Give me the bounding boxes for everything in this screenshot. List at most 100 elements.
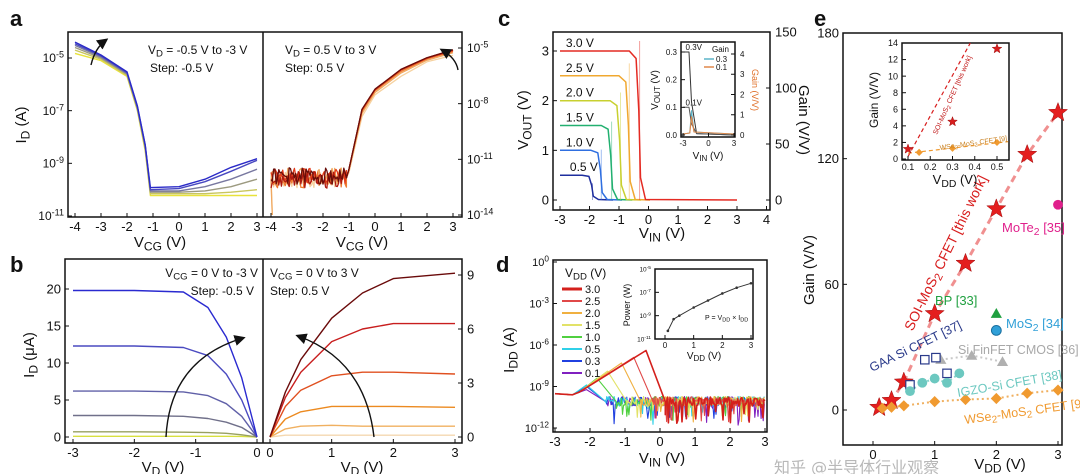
e-data-point <box>885 401 898 413</box>
e-data-point <box>1017 143 1038 164</box>
c-vout-curve <box>560 174 614 201</box>
b-left-y-tick-label: 15 <box>47 319 61 334</box>
c-inset-y-right-tick-label: 2 <box>740 90 745 99</box>
d-inset-x-tick-label: 1 <box>691 341 696 350</box>
c-inset-x-tick-label: -3 <box>679 139 687 148</box>
e-data-point <box>917 377 928 388</box>
e-inset-data-point <box>993 138 1001 147</box>
b-left-curve <box>73 414 258 438</box>
e-series-label: BP [33] <box>935 293 977 308</box>
e-data-point <box>1053 199 1063 210</box>
c-inset-ylabel: VOUT (V) <box>650 70 662 110</box>
e-data-point <box>954 368 965 379</box>
b-left-y-tick-label: 20 <box>47 282 61 297</box>
d-inset-power-point <box>672 317 675 321</box>
c-inset-y-right-tick-label: 1 <box>740 111 745 120</box>
e-data-point <box>990 392 1002 405</box>
d-y-tick-label: 10-6 <box>529 338 549 352</box>
c-inset-y-right-tick-label: 0 <box>740 131 745 140</box>
d-legend-label: 1.5 <box>585 320 600 332</box>
c-y-tick-label: 1 <box>542 143 549 158</box>
c-vdd-label: 0.5 V <box>570 160 598 174</box>
b-left-x-tick-label: 0 <box>253 445 260 460</box>
c-vdd-label: 3.0 V <box>566 36 594 50</box>
a-right-curve <box>270 49 454 185</box>
c-y-tick-label: 0 <box>542 193 549 208</box>
e-inset-frame <box>901 42 1010 161</box>
e-y-tick-label: 180 <box>817 26 839 41</box>
e-series-label: WSe2-MoS2 CFET [9] <box>963 396 1080 429</box>
e-inset-y-tick-label: 2 <box>893 138 898 148</box>
e-data-point <box>959 393 972 406</box>
e-inset-x-tick-label: 0.1 <box>902 162 915 172</box>
d-x-tick-label: -3 <box>549 434 561 449</box>
d-inset-x-tick-label: 0 <box>663 341 668 350</box>
b-right-arrow <box>295 333 375 438</box>
panel-e-frame <box>842 32 1063 446</box>
d-ylabel: IDD (A) <box>501 327 520 373</box>
b-right-curve <box>269 434 455 438</box>
d-inset-power-curve <box>667 282 752 332</box>
a-left-x-tick-label: -1 <box>147 219 159 234</box>
b-left-arrow <box>165 335 246 438</box>
e-inset-data-point <box>948 144 957 152</box>
e-inset-y-tick-label: 4 <box>893 121 898 131</box>
c-inset-xlabel: VIN (V) <box>693 151 724 163</box>
d-y-tick-label: 10-9 <box>529 379 549 393</box>
e-inset-x-tick-label: 0.3 <box>946 162 959 172</box>
c-vdd-label: 1.5 V <box>566 111 594 125</box>
a-right-curve <box>270 52 454 216</box>
b-left-curve <box>73 435 258 438</box>
d-legend-label: 2.5 <box>585 296 600 308</box>
b-right-curve <box>269 405 456 438</box>
d-x-tick-label: 0 <box>656 434 663 449</box>
b-left-x-tick-label: -1 <box>190 445 202 460</box>
e-inset-bg <box>902 43 1009 160</box>
a-right-y-tick-label: 10-14 <box>467 207 493 223</box>
a-left-y-tick-label: 10-9 <box>43 155 64 171</box>
a-right-x-tick-label: 0 <box>371 219 378 234</box>
b-right-x-tick-label: 2 <box>390 445 397 460</box>
d-x-tick-label: 1 <box>691 434 698 449</box>
c-inset-y-right-tick-label: 4 <box>740 50 745 59</box>
a-right-x-tick-label: 1 <box>397 219 404 234</box>
a-left-y-tick-label: 10-11 <box>38 208 64 224</box>
c-x-tick-label: -2 <box>584 212 596 227</box>
d-inset-y-tick-label: 10-11 <box>637 335 651 343</box>
e-inset-x-tick-label: 0.2 <box>924 162 937 172</box>
e-data-point <box>966 349 978 360</box>
a-left-y-tick-label: 10-7 <box>43 102 64 118</box>
b-right-annotation: VCG = 0 V to 3 V <box>270 266 359 283</box>
b-left-x-tick-label: -2 <box>129 445 141 460</box>
a-right-x-tick-label: 3 <box>449 219 456 234</box>
c-vdd-label: 1.0 V <box>566 135 594 149</box>
c-x-tick-label: 0 <box>645 212 652 227</box>
e-inset-fit-line <box>907 42 971 157</box>
e-inset-y-tick-label: 10 <box>888 71 898 81</box>
panel-c-frame <box>552 31 771 211</box>
e-data-point <box>876 402 888 414</box>
c-vdd-label: 2.0 V <box>566 86 594 100</box>
e-inset-fit-line <box>907 141 1009 154</box>
d-inset-power-point <box>666 329 670 333</box>
a-left-arrow <box>90 38 109 66</box>
d-inset-xlabel: VDD (V) <box>687 351 721 363</box>
e-inset-y-tick-label: 12 <box>888 55 898 65</box>
e-series-label: MoTe2 [35] <box>1002 220 1065 238</box>
b-right-xlabel: VD (V) <box>341 459 384 474</box>
e-series-label: SOI-MoS2 CFET [this work] <box>901 172 993 334</box>
d-inset-y-tick-label: 10-9 <box>639 311 651 319</box>
e-y-tick-label: 60 <box>825 277 839 292</box>
a-left-x-tick-label: -3 <box>95 219 107 234</box>
d-y-tick-label: 100 <box>532 255 549 269</box>
c-inset-legend-label: 0.3 <box>716 55 728 64</box>
e-x-tick-label: 0 <box>869 447 876 462</box>
d-inset-power-point <box>678 314 681 317</box>
c-vout-curve <box>560 99 642 201</box>
e-inset-x-tick-label: 0.5 <box>991 162 1004 172</box>
e-data-point <box>990 308 1002 318</box>
e-data-point <box>905 386 915 397</box>
b-left-xlabel: VD (V) <box>142 459 185 474</box>
e-y-tick-label: 120 <box>817 151 839 166</box>
a-left-y-tick-label: 10-5 <box>43 50 64 66</box>
